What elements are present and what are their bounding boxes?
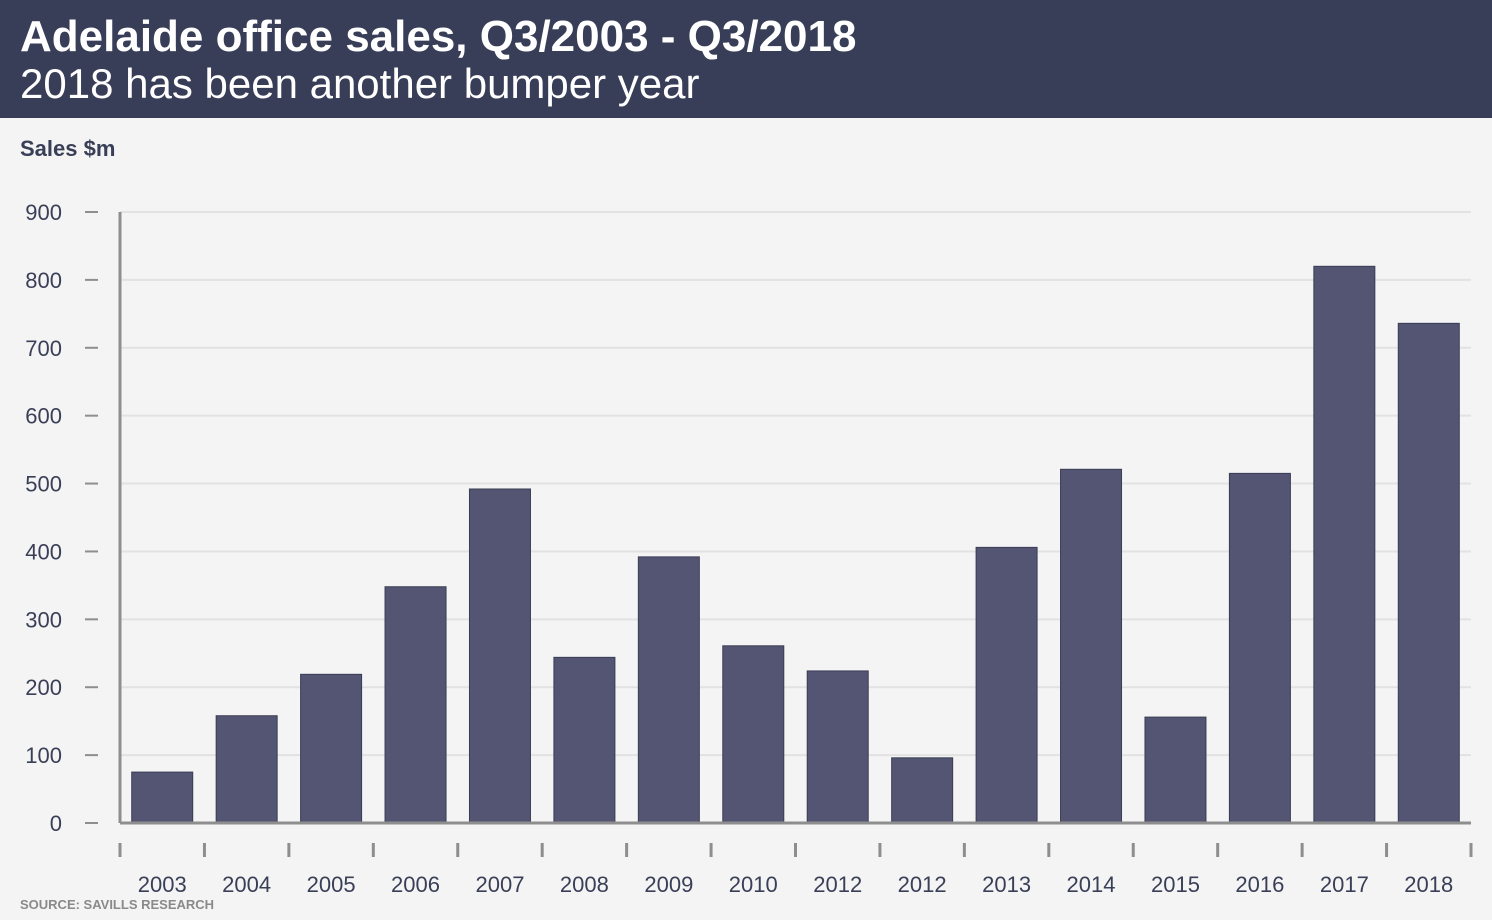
y-tick-label: 900	[25, 200, 62, 225]
bar-2013	[975, 546, 1038, 824]
x-tick-label: 2008	[560, 872, 609, 897]
y-tick-label: 300	[25, 607, 62, 632]
y-tick-label: 700	[25, 336, 62, 361]
chart-subtitle: 2018 has been another bumper year	[20, 60, 700, 107]
x-tick-label: 2010	[729, 872, 778, 897]
header-banner: Adelaide office sales, Q3/2003 - Q3/2018…	[0, 0, 1492, 118]
bar-2018	[1397, 322, 1460, 824]
x-tick-label: 2006	[391, 872, 440, 897]
chart-title: Adelaide office sales, Q3/2003 - Q3/2018	[20, 12, 857, 61]
source-note: SOURCE: SAVILLS RESEARCH	[20, 897, 215, 912]
x-tick-label: 2014	[1067, 872, 1116, 897]
bar-2012	[891, 757, 954, 824]
x-tick-label: 2003	[138, 872, 187, 897]
bar-2003	[131, 771, 194, 824]
x-tick-label: 2013	[982, 872, 1031, 897]
x-tick-label: 2005	[307, 872, 356, 897]
x-tick-label: 2012	[898, 872, 947, 897]
bar-2008	[553, 656, 616, 824]
y-tick-label: 600	[25, 404, 62, 429]
y-tick-label: 200	[25, 675, 62, 700]
y-tick-label: 400	[25, 539, 62, 564]
x-tick-label: 2009	[644, 872, 693, 897]
bar-2017	[1313, 265, 1376, 824]
x-tick-label: 2018	[1404, 872, 1453, 897]
x-tick-label: 2017	[1320, 872, 1369, 897]
bar-2015	[1144, 716, 1207, 824]
x-tick-label: 2007	[475, 872, 524, 897]
bar-2016	[1228, 472, 1291, 824]
x-tick-label: 2012	[813, 872, 862, 897]
x-tick-label: 2004	[222, 872, 271, 897]
x-tick-label: 2016	[1235, 872, 1284, 897]
bar-2012	[806, 670, 869, 824]
bar-2004	[215, 715, 278, 824]
y-axis-label: Sales $m	[20, 136, 116, 161]
bar-2005	[300, 673, 363, 824]
bar-2006	[384, 586, 447, 824]
y-tick-label: 100	[25, 743, 62, 768]
y-tick-label: 0	[50, 811, 62, 836]
y-tick-label: 500	[25, 472, 62, 497]
x-tick-label: 2015	[1151, 872, 1200, 897]
y-tick-label: 800	[25, 268, 62, 293]
bar-2014	[1060, 468, 1123, 824]
bar-2009	[637, 556, 700, 824]
bar-2010	[722, 645, 785, 824]
bar-2007	[468, 488, 531, 824]
